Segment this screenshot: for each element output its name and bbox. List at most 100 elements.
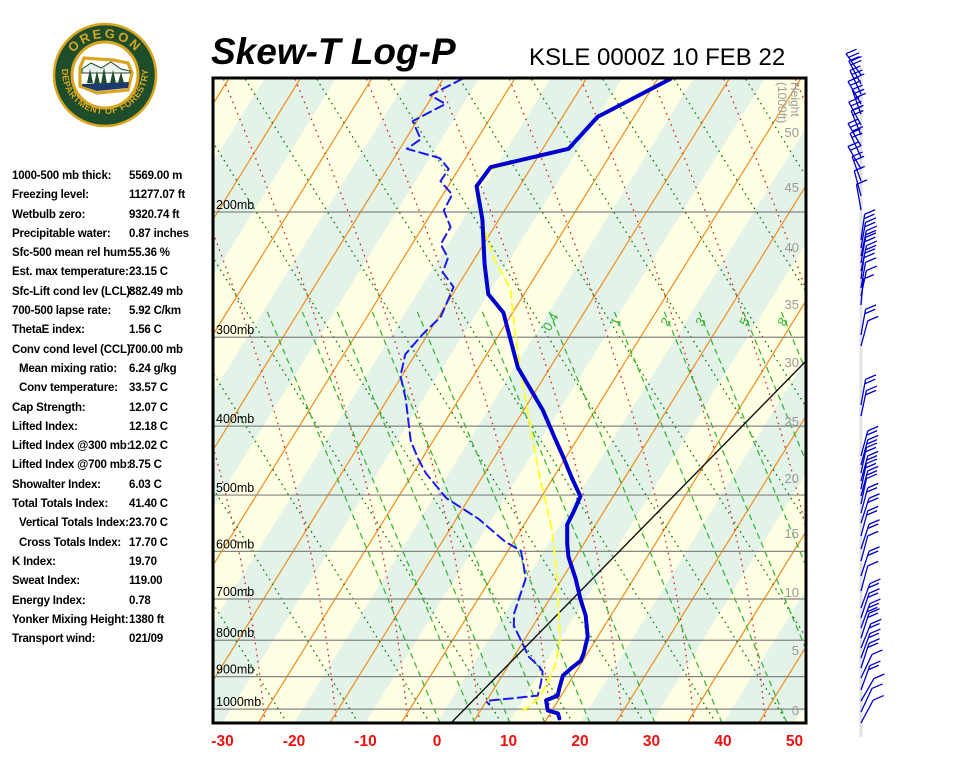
stat-row: Sweat Index: 119.00 bbox=[12, 573, 212, 592]
wind-barb bbox=[860, 519, 880, 550]
stat-label: Conv cond level (CCL): bbox=[12, 343, 135, 356]
wind-barb bbox=[860, 673, 885, 702]
wind-barb bbox=[860, 560, 879, 592]
pressure-label: 600mb bbox=[216, 537, 254, 551]
stat-value: 12.02 C bbox=[129, 440, 168, 453]
wind-barb bbox=[860, 425, 879, 457]
temp-tick-label: 40 bbox=[714, 733, 731, 750]
pressure-gridlines bbox=[213, 211, 806, 710]
temp-tick-label: -10 bbox=[354, 733, 376, 750]
wind-barb bbox=[860, 434, 879, 466]
stat-row: 1000-500 mb thick: 5569.00 m bbox=[12, 168, 212, 187]
wind-barb bbox=[860, 505, 879, 537]
stat-row: 700-500 lapse rate: 5.92 C/km bbox=[12, 303, 212, 322]
height-tick-label: 10 bbox=[785, 585, 799, 600]
height-axis-label: Height bbox=[788, 82, 802, 117]
wind-barb bbox=[860, 385, 878, 417]
stat-value: 12.18 C bbox=[129, 420, 168, 433]
wind-barb bbox=[860, 683, 883, 713]
stat-label: ThetaE index: bbox=[12, 324, 85, 337]
stat-label: Vertical Totals Index: bbox=[19, 517, 129, 530]
stat-label: Total Totals Index: bbox=[12, 498, 109, 511]
stat-label: Lifted Index: bbox=[12, 420, 78, 433]
temp-tick-label: -20 bbox=[283, 733, 305, 750]
chart-title: Skew-T Log-P bbox=[211, 31, 456, 72]
wind-barb bbox=[860, 628, 881, 659]
stat-label: Lifted Index @700 mb: bbox=[12, 459, 131, 472]
height-tick-label: 15 bbox=[785, 526, 799, 541]
wind-barb bbox=[860, 493, 880, 524]
stat-label: Sfc-Lift cond lev (LCL): bbox=[12, 285, 134, 298]
stat-row: Yonker Mixing Height: 1380 ft bbox=[12, 612, 212, 631]
stat-label: Showalter Index: bbox=[12, 478, 101, 491]
wind-barb bbox=[860, 578, 881, 609]
pressure-label: 1000mb bbox=[216, 695, 261, 709]
stat-value: 12.07 C bbox=[129, 401, 168, 414]
wind-barb bbox=[860, 274, 875, 306]
height-tick-label: 50 bbox=[785, 125, 799, 140]
height-tick-label: 40 bbox=[785, 240, 799, 255]
stat-label: Cap Strength: bbox=[12, 401, 86, 414]
mountains bbox=[81, 61, 131, 74]
stat-value: 8.75 C bbox=[129, 459, 162, 472]
stat-value: 0.87 inches bbox=[129, 227, 189, 240]
stat-row: Sfc-Lift cond lev (LCL): 882.49 mb bbox=[12, 284, 212, 303]
stat-label: Conv temperature: bbox=[19, 382, 118, 395]
height-axis-unit: (1000ft) bbox=[775, 82, 789, 123]
trees bbox=[87, 67, 124, 84]
wind-barb bbox=[860, 458, 878, 490]
wind-barb bbox=[860, 588, 880, 619]
wind-barb bbox=[860, 660, 881, 691]
stat-value: 882.49 mb bbox=[129, 285, 183, 298]
stat-row: Energy Index: 0.78 bbox=[12, 593, 212, 612]
wind-barb bbox=[860, 450, 879, 482]
wetbulb-trace bbox=[474, 78, 670, 712]
river bbox=[82, 82, 129, 91]
stat-label: Freezing level: bbox=[12, 189, 89, 202]
stat-value: 700.00 mb bbox=[129, 343, 183, 356]
stat-row: Vertical Totals Index: 23.70 C bbox=[12, 515, 212, 534]
temp-tick-label: -30 bbox=[211, 733, 233, 750]
wind-barb bbox=[860, 608, 880, 639]
temp-tick-label: 10 bbox=[500, 733, 517, 750]
wind-barb bbox=[860, 694, 884, 724]
stat-value: 23.70 C bbox=[129, 517, 168, 530]
wind-barb bbox=[851, 84, 866, 115]
wind-barb bbox=[860, 482, 879, 514]
logo-oregon-scene bbox=[78, 56, 134, 95]
temp-tick-label: 0 bbox=[433, 733, 442, 750]
wind-barb bbox=[860, 315, 879, 347]
stat-row: Sfc-500 mean rel hum: 55.36 % bbox=[12, 245, 212, 264]
stat-value: 33.57 C bbox=[129, 382, 168, 395]
stat-value: 5.92 C/km bbox=[129, 305, 181, 318]
stat-row: Cap Strength: 12.07 C bbox=[12, 400, 212, 419]
temp-tick-label: 20 bbox=[571, 733, 588, 750]
stat-value: 17.70 C bbox=[129, 536, 168, 549]
height-tick-label: 30 bbox=[785, 355, 799, 370]
wind-barb bbox=[860, 225, 878, 257]
wind-barb bbox=[860, 546, 880, 577]
wind-barb bbox=[860, 649, 883, 679]
stat-label: 1000-500 mb thick: bbox=[12, 170, 112, 182]
stat-label: Est. max temperature: bbox=[12, 266, 129, 279]
height-tick-label: 20 bbox=[785, 471, 799, 486]
reference-line bbox=[450, 360, 806, 723]
pressure-label: 400mb bbox=[216, 412, 254, 426]
pressure-label: 200mb bbox=[216, 198, 254, 212]
moist-adiabats bbox=[213, 78, 806, 723]
wind-barb-column bbox=[845, 48, 885, 737]
stat-value: 5569.00 m bbox=[129, 170, 183, 182]
temp-tick-label: 30 bbox=[643, 733, 660, 750]
wind-barb bbox=[851, 151, 865, 182]
wind-barb bbox=[847, 118, 864, 147]
wind-barb bbox=[860, 598, 881, 629]
stat-value: 021/09 bbox=[129, 633, 163, 646]
stat-label: Transport wind: bbox=[12, 633, 96, 646]
station-time: KSLE 0000Z 10 FEB 22 bbox=[529, 44, 786, 71]
stat-row: Showalter Index: 6.03 C bbox=[12, 477, 212, 496]
height-tick-label: 5 bbox=[792, 643, 799, 658]
temperature-axis-labels: -30 -20 -10 0 10 20 30 40 50 bbox=[211, 733, 803, 750]
wind-barb bbox=[850, 105, 864, 136]
